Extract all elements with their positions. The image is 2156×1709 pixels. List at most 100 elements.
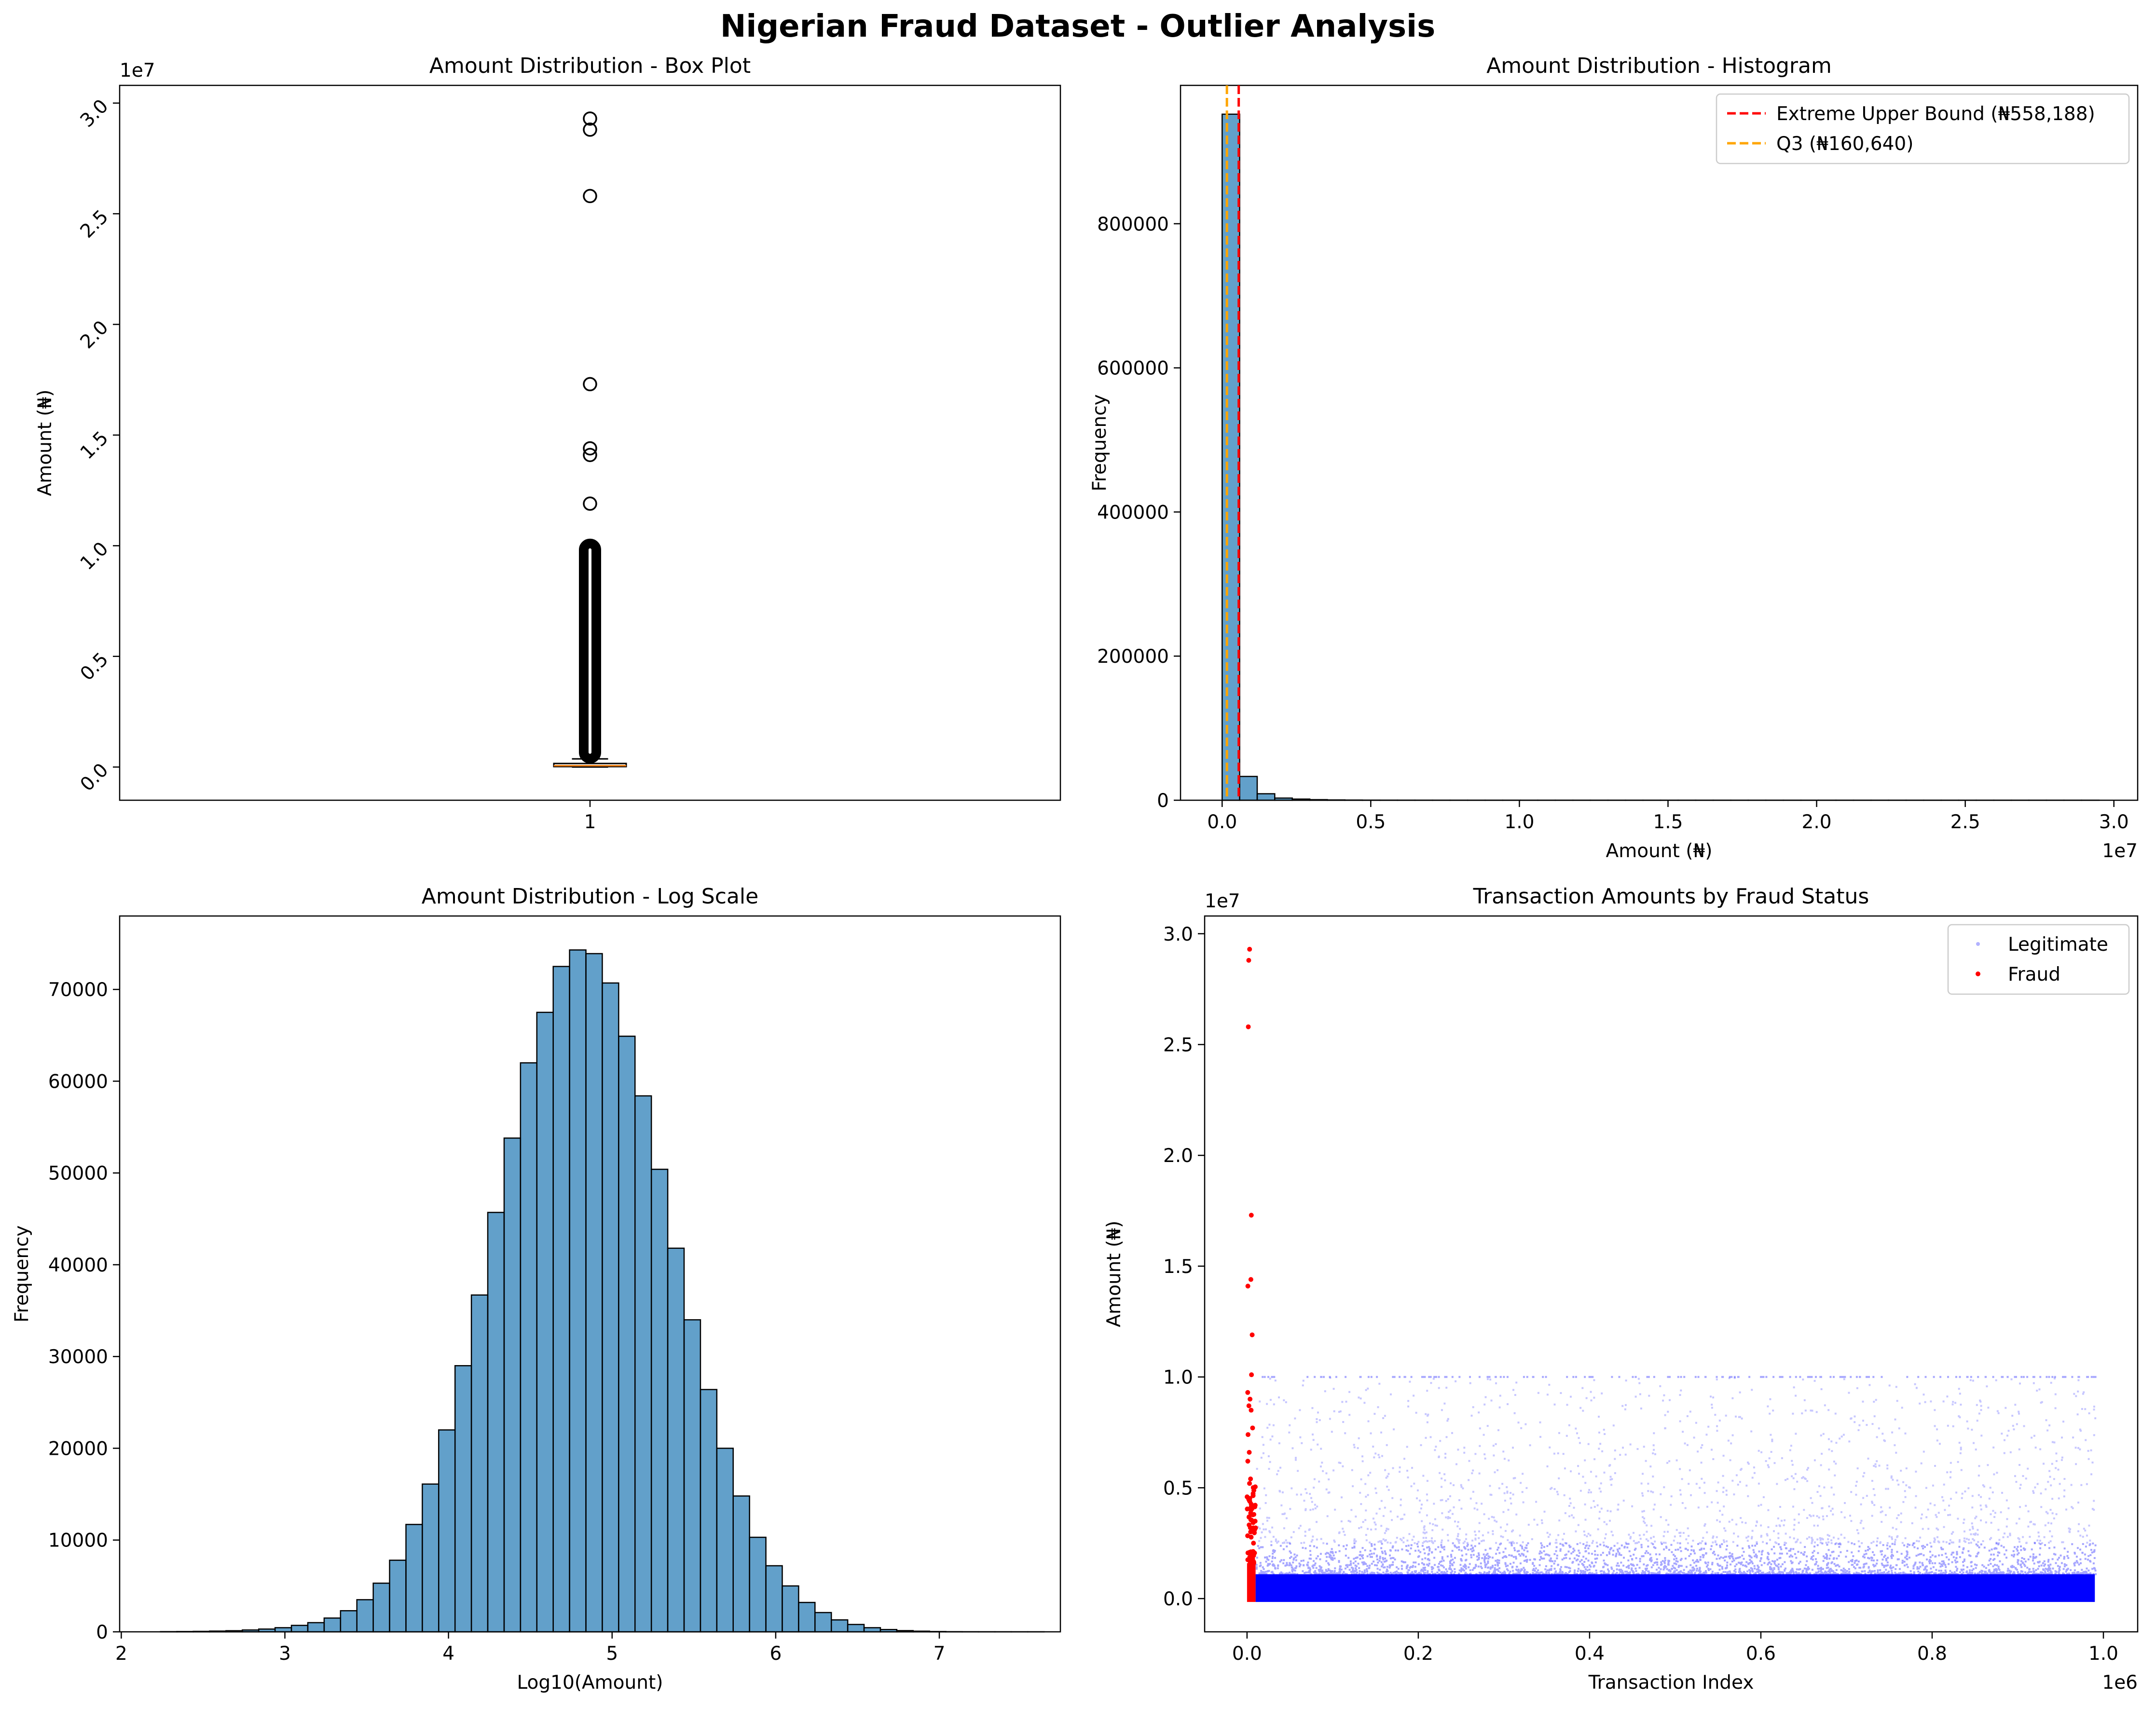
x-tick-label: 0.0 — [1207, 811, 1237, 833]
histogram-bar — [634, 1095, 652, 1633]
histogram-bar — [520, 1062, 538, 1633]
legend-entry: Fraud — [2008, 964, 2060, 985]
x-tick-label: 5 — [606, 1643, 618, 1665]
histogram-bar — [1239, 776, 1258, 801]
y-tick-label: 2.5 — [1163, 1034, 1193, 1056]
legitimate-dense-band — [1255, 1574, 2095, 1602]
outlier-point — [583, 441, 597, 456]
x-scale-note: 1e7 — [2102, 840, 2138, 862]
x-tick-label: 0.4 — [1575, 1643, 1605, 1665]
histogram-bar — [389, 1559, 407, 1633]
histogram-bar — [716, 1448, 734, 1633]
x-tick-label: 3.0 — [2099, 811, 2129, 833]
fraud-point — [1250, 1425, 1255, 1431]
histogram-bar — [438, 1429, 456, 1633]
histogram-bar — [487, 1212, 505, 1633]
histogram-bar — [536, 1012, 554, 1633]
histogram-bar — [307, 1622, 325, 1633]
x-tick-label: 7 — [934, 1643, 946, 1665]
histogram-bar — [782, 1585, 799, 1633]
fraud-point — [1245, 1494, 1250, 1500]
x-tick-label: 0.6 — [1746, 1643, 1776, 1665]
y-tick-label: 800000 — [1097, 214, 1169, 235]
y-tick-label: 600000 — [1097, 358, 1169, 380]
fraud-point — [1249, 1408, 1254, 1413]
fraud-point — [1246, 1024, 1251, 1029]
histogram-bar — [422, 1483, 439, 1633]
plot-frame — [1204, 915, 2139, 1633]
fraud-point — [1247, 1556, 1252, 1561]
x-tick-label: 2 — [115, 1643, 127, 1665]
y-axis-label: Amount (₦) — [1103, 1221, 1125, 1327]
histogram-bar — [879, 1628, 898, 1633]
histogram-bar — [912, 1630, 930, 1633]
fraud-point — [1250, 1550, 1255, 1555]
outlier-point — [583, 377, 597, 392]
chart-title: Amount Distribution - Histogram — [1486, 54, 1832, 78]
y-tick-label: 0 — [96, 1622, 108, 1643]
y-tick-label: 30000 — [48, 1346, 108, 1368]
y-tick-label: 1.0 — [1163, 1367, 1193, 1389]
histogram-bar — [503, 1137, 522, 1633]
x-axis-label: Amount (₦) — [1606, 840, 1713, 862]
histogram-bar — [274, 1627, 292, 1633]
fraud-point — [1252, 1504, 1258, 1509]
fraud-point — [1249, 1372, 1254, 1378]
chart-title: Amount Distribution - Log Scale — [422, 884, 758, 909]
x-tick-label: 1 — [584, 811, 596, 833]
x-axis-label: Transaction Index — [1588, 1672, 1754, 1694]
y-axis-label: Frequency — [11, 1225, 33, 1322]
histogram-bar — [896, 1630, 914, 1633]
fraud-dense-column — [1247, 1563, 1256, 1602]
histogram-bar — [929, 1631, 947, 1633]
x-tick-label: 6 — [769, 1643, 782, 1665]
outlier-point — [583, 496, 597, 511]
legend-swatch — [1976, 971, 1980, 976]
histogram-bar — [1274, 797, 1293, 801]
legend-entry: Q3 (₦160,640) — [1776, 133, 1913, 155]
x-scale-note: 1e6 — [2102, 1672, 2138, 1694]
y-tick-label: 60000 — [48, 1071, 108, 1093]
outlier-point — [583, 111, 597, 126]
fraud-point — [1251, 1529, 1257, 1534]
histogram-bar — [732, 1495, 750, 1633]
chart-title: Transaction Amounts by Fraud Status — [1473, 884, 1869, 909]
y-tick-label: 20000 — [48, 1438, 108, 1460]
histogram-bar — [258, 1628, 276, 1633]
legitimate-fringe — [1255, 1542, 2097, 1575]
histogram-bar — [340, 1610, 357, 1633]
fraud-point — [1245, 1432, 1250, 1437]
fraud-point — [1248, 1277, 1253, 1282]
x-tick-label: 4 — [442, 1643, 454, 1665]
legitimate-sparse — [1256, 1377, 2097, 1545]
y-tick-label: 1.5 — [1163, 1256, 1193, 1278]
fraud-point — [1245, 1284, 1250, 1289]
fraud-point — [1250, 1332, 1255, 1338]
histogram-bar — [242, 1629, 260, 1633]
histogram-bar — [405, 1524, 423, 1633]
histogram-bar — [749, 1536, 767, 1633]
histogram-bar — [585, 953, 603, 1633]
y-axis-label: Amount (₦) — [34, 390, 56, 496]
fraud-point — [1247, 1481, 1252, 1486]
y-scale-note: 1e7 — [120, 60, 155, 82]
legend-entry: Legitimate — [2008, 934, 2108, 956]
x-tick-label: 3 — [279, 1643, 291, 1665]
histogram-bar — [814, 1612, 832, 1633]
histogram-bar — [323, 1617, 342, 1633]
fraud-point — [1252, 1484, 1258, 1490]
histogram-bar — [209, 1630, 227, 1633]
x-axis-label: Log10(Amount) — [517, 1672, 663, 1694]
fraud-point — [1251, 1541, 1256, 1546]
fraud-point — [1247, 1522, 1252, 1528]
outlier-point — [583, 189, 597, 204]
fraud-point — [1247, 946, 1252, 952]
fraud-point — [1245, 1506, 1250, 1512]
x-tick-label: 0.8 — [1917, 1643, 1947, 1665]
x-tick-label: 1.0 — [1504, 811, 1534, 833]
x-tick-label: 2.0 — [1802, 811, 1832, 833]
histogram-bar — [650, 1168, 669, 1633]
fraud-point — [1251, 1512, 1257, 1517]
y-tick-label: 70000 — [48, 979, 108, 1001]
log-histogram-panel: Amount Distribution - Log Scale Log10(Amo… — [11, 884, 1061, 1694]
